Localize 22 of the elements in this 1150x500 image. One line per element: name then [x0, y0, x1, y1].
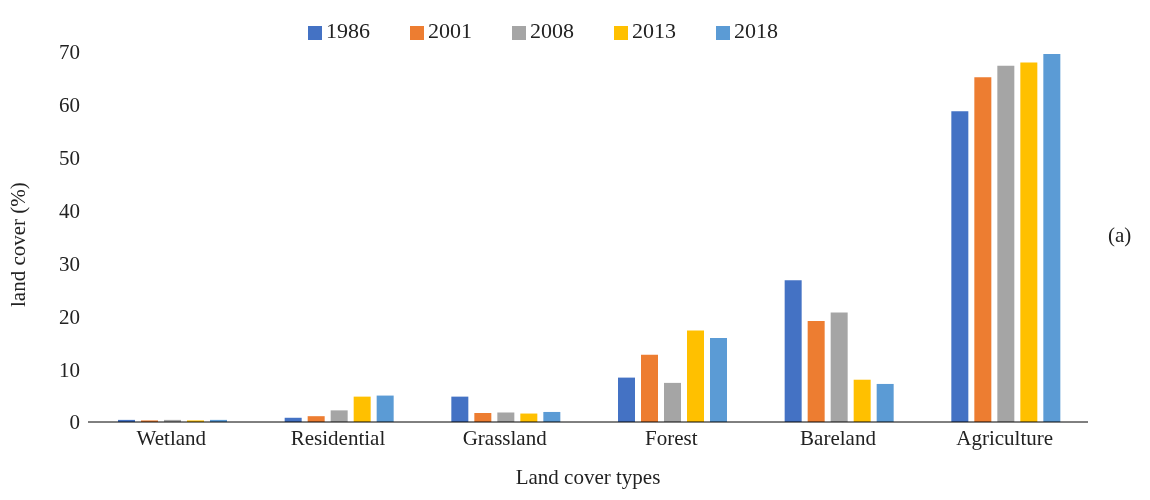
y-tick-label: 60 [59, 93, 80, 118]
y-tick-label: 40 [59, 199, 80, 224]
x-tick-label: Residential [290, 425, 386, 450]
x-axis-title: Land cover types [515, 465, 661, 489]
y-tick-label: 20 [59, 304, 80, 329]
y-tick-label: 0 [69, 410, 80, 435]
legend-label: 2018 [734, 18, 778, 43]
x-tick-label: Agriculture [956, 425, 1054, 450]
y-axis-title: land cover (%) [6, 182, 31, 307]
y-tick-label: 30 [59, 251, 80, 276]
x-tick-label: Grassland [462, 425, 548, 450]
y-tick-label: 70 [59, 40, 80, 65]
y-tick-label: 10 [59, 357, 80, 382]
legend-label: 1986 [326, 18, 370, 43]
x-tick-label: Bareland [800, 425, 877, 450]
text: (a) [1108, 223, 1132, 248]
x-tick-label: Forest [645, 425, 698, 450]
y-tick-label: 50 [59, 146, 80, 171]
x-tick-label: Wetland [136, 425, 207, 450]
legend-label: 2008 [530, 18, 574, 43]
legend-label: 2001 [428, 18, 472, 43]
legend-label: 2013 [632, 18, 676, 43]
